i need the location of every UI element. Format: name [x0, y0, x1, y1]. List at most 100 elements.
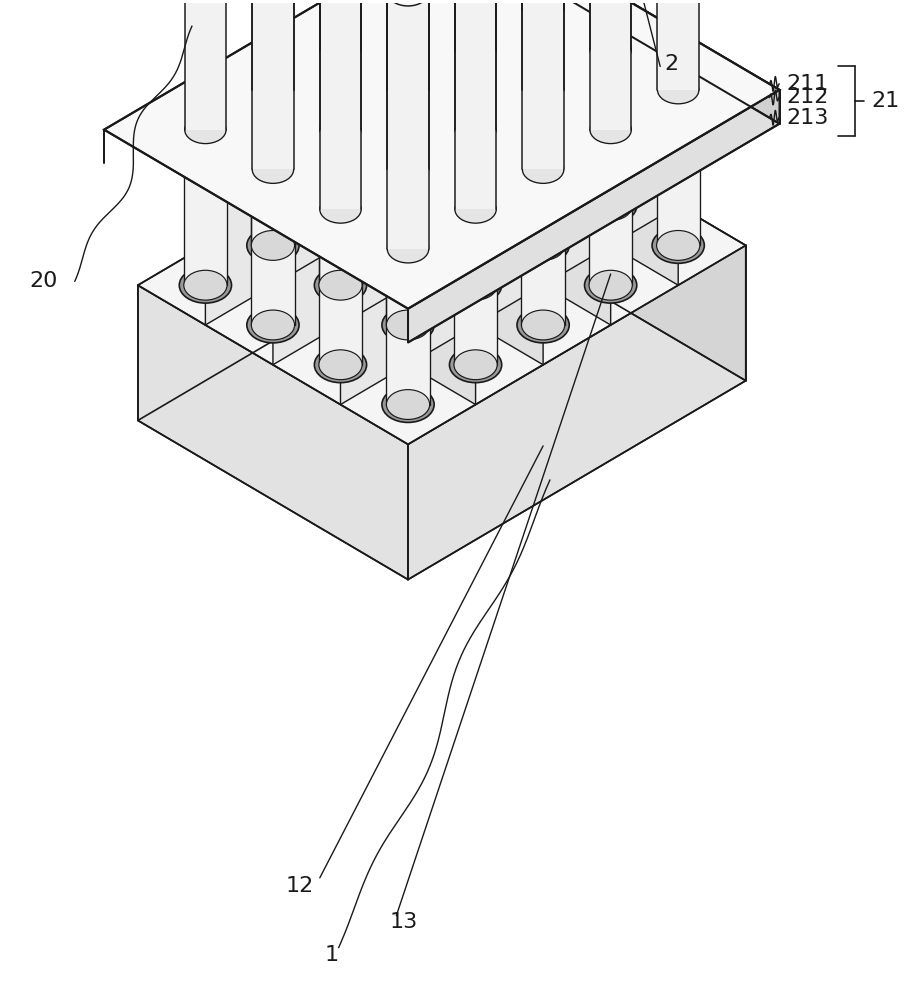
Ellipse shape: [253, 232, 294, 259]
Ellipse shape: [449, 267, 502, 303]
Ellipse shape: [382, 387, 435, 422]
Ellipse shape: [251, 310, 295, 340]
Ellipse shape: [320, 36, 361, 64]
Ellipse shape: [251, 188, 295, 218]
Ellipse shape: [401, 400, 415, 409]
Ellipse shape: [454, 350, 497, 380]
Ellipse shape: [260, 316, 286, 334]
Polygon shape: [454, 84, 497, 206]
Ellipse shape: [597, 276, 624, 294]
Ellipse shape: [523, 232, 564, 259]
Ellipse shape: [388, 391, 428, 418]
Ellipse shape: [251, 109, 295, 139]
Polygon shape: [341, 163, 408, 325]
Polygon shape: [475, 44, 543, 206]
Ellipse shape: [449, 188, 502, 224]
Polygon shape: [251, 203, 295, 325]
Polygon shape: [590, 0, 632, 130]
Ellipse shape: [401, 320, 415, 330]
Ellipse shape: [589, 69, 633, 99]
Polygon shape: [475, 86, 745, 381]
Ellipse shape: [455, 192, 495, 220]
Ellipse shape: [523, 156, 564, 183]
Ellipse shape: [320, 195, 361, 223]
Polygon shape: [252, 0, 294, 90]
Polygon shape: [273, 163, 341, 325]
Ellipse shape: [387, 0, 429, 6]
Ellipse shape: [386, 310, 430, 340]
Polygon shape: [386, 44, 430, 166]
Text: 2: 2: [664, 54, 679, 74]
Text: 211: 211: [786, 74, 829, 94]
Ellipse shape: [386, 29, 430, 59]
Ellipse shape: [265, 320, 280, 330]
Polygon shape: [590, 0, 632, 50]
Ellipse shape: [454, 36, 496, 64]
Ellipse shape: [468, 201, 483, 211]
Ellipse shape: [463, 356, 489, 374]
Ellipse shape: [523, 76, 564, 104]
Ellipse shape: [252, 76, 294, 104]
Text: 21: 21: [871, 91, 899, 111]
Ellipse shape: [522, 231, 564, 260]
Ellipse shape: [463, 197, 489, 215]
Polygon shape: [408, 203, 475, 365]
Ellipse shape: [327, 356, 354, 374]
Polygon shape: [205, 163, 273, 325]
Polygon shape: [319, 243, 362, 365]
Ellipse shape: [320, 192, 361, 220]
Polygon shape: [523, 0, 564, 90]
Ellipse shape: [522, 29, 564, 59]
Ellipse shape: [395, 396, 421, 413]
Ellipse shape: [590, 116, 632, 144]
Polygon shape: [387, 0, 429, 10]
Ellipse shape: [530, 236, 556, 254]
Polygon shape: [138, 285, 408, 580]
Ellipse shape: [530, 316, 556, 334]
Polygon shape: [273, 203, 341, 365]
Ellipse shape: [523, 311, 564, 339]
Ellipse shape: [455, 271, 495, 299]
Ellipse shape: [463, 117, 489, 135]
Polygon shape: [408, 44, 475, 206]
Polygon shape: [341, 44, 408, 206]
Ellipse shape: [468, 360, 483, 370]
Polygon shape: [454, 0, 496, 130]
Polygon shape: [320, 0, 361, 50]
Ellipse shape: [193, 276, 218, 294]
Polygon shape: [522, 44, 564, 166]
Ellipse shape: [185, 271, 225, 299]
Ellipse shape: [382, 148, 435, 184]
Ellipse shape: [247, 228, 299, 263]
Text: 20: 20: [30, 271, 58, 291]
Text: 212: 212: [786, 87, 829, 107]
Ellipse shape: [179, 267, 232, 303]
Polygon shape: [320, 0, 361, 130]
Ellipse shape: [319, 270, 362, 300]
Ellipse shape: [184, 270, 227, 300]
Polygon shape: [475, 124, 543, 285]
Ellipse shape: [590, 36, 632, 64]
Ellipse shape: [387, 156, 429, 183]
Polygon shape: [589, 163, 633, 285]
Polygon shape: [273, 124, 341, 285]
Ellipse shape: [253, 311, 294, 339]
Ellipse shape: [382, 228, 435, 263]
Ellipse shape: [388, 232, 428, 259]
Ellipse shape: [320, 271, 361, 299]
Polygon shape: [341, 84, 408, 245]
Text: 12: 12: [285, 876, 315, 896]
Polygon shape: [589, 84, 633, 206]
Polygon shape: [138, 86, 745, 444]
Ellipse shape: [454, 111, 497, 141]
Ellipse shape: [522, 310, 564, 340]
Ellipse shape: [517, 307, 569, 343]
Ellipse shape: [522, 109, 564, 139]
Ellipse shape: [319, 191, 362, 221]
Ellipse shape: [463, 276, 489, 294]
Ellipse shape: [455, 112, 495, 140]
Ellipse shape: [320, 116, 361, 144]
Polygon shape: [454, 4, 497, 126]
Ellipse shape: [584, 188, 637, 224]
Polygon shape: [475, 4, 543, 166]
